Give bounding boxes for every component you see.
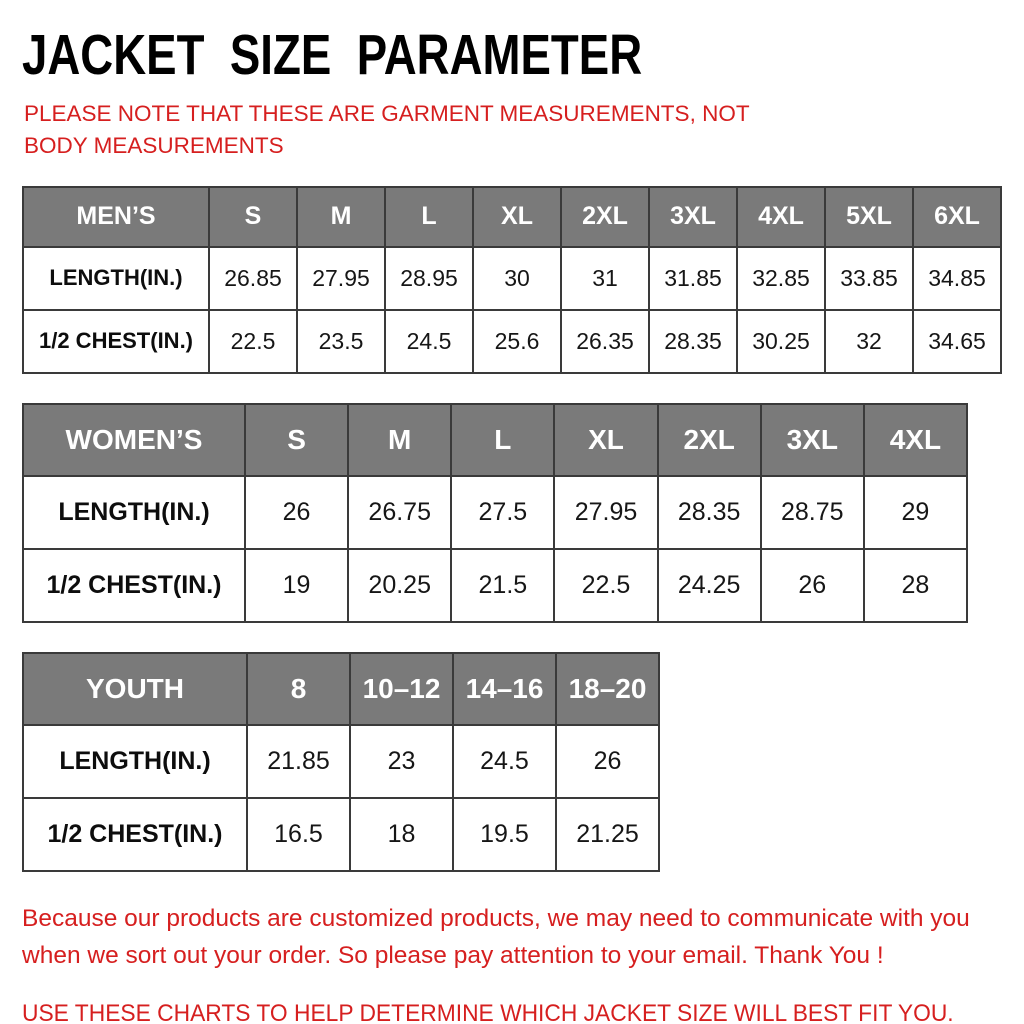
size-column-header: L [384,185,474,248]
size-column-header: S [208,185,298,248]
customization-footer-note: Because our products are customized prod… [22,904,970,969]
measurement-value-cell: 32.85 [736,245,826,311]
size-column-header: 4XL [736,185,826,248]
size-column-header: 2XL [560,185,650,248]
table-row: 1/2 CHEST(IN.) 16.5 18 19.5 21.25 [22,796,660,872]
measurement-value-cell: 33.85 [824,245,914,311]
size-table-mens: MEN’S S M L XL 2XL 3XL 4XL 5XL 6XL LENGTH(IN.) 26.8… [22,185,1002,374]
measurement-value-cell: 26.35 [560,308,650,374]
size-column-header: M [296,185,386,248]
measurement-value-cell: 26.85 [208,245,298,311]
measurement-value-cell: 26 [759,547,865,623]
fit-advice-footer-note: USE THESE CHARTS TO HELP DETERMINE WHICH… [22,1000,954,1024]
size-column-header: 14–16 [452,651,557,726]
measurement-value-cell: 31.85 [648,245,738,311]
size-column-header: M [347,402,453,477]
measurement-value-cell: 34.85 [912,245,1002,311]
measurement-value-cell: 28.35 [656,474,762,550]
size-column-header: 10–12 [349,651,454,726]
size-column-header: XL [472,185,562,248]
measurement-value-cell: 24.25 [656,547,762,623]
youth-table-title: YOUTH [22,651,248,726]
measurement-value-cell: 23.5 [296,308,386,374]
size-column-header: 8 [246,651,351,726]
measurement-value-cell: 22.5 [208,308,298,374]
measurement-value-cell: 16.5 [246,796,351,872]
table-row: LENGTH(IN.) 26 26.75 27.5 27.95 28.35 28.75 29 [22,474,969,550]
measurement-row-label: LENGTH(IN.) [22,474,246,550]
measurement-value-cell: 27.95 [296,245,386,311]
size-column-header: 3XL [648,185,738,248]
size-column-header: L [450,402,556,477]
table-row: 1/2 CHEST(IN.) 19 20.25 21.5 22.5 24.25 26 28 [22,547,969,623]
measurement-value-cell: 28 [862,547,969,623]
measurement-value-cell: 31 [560,245,650,311]
table-row: LENGTH(IN.) 21.85 23 24.5 26 [22,723,660,799]
size-column-header: 5XL [824,185,914,248]
size-column-header: 2XL [656,402,762,477]
size-column-header: S [243,402,350,477]
measurement-value-cell: 28.35 [648,308,738,374]
measurement-value-cell: 21.85 [246,723,351,799]
measurement-value-cell: 30 [472,245,562,311]
table-header-row: YOUTH 8 10–12 14–16 18–20 [22,651,660,726]
size-column-header: XL [553,402,659,477]
womens-table-title: WOMEN’S [22,402,246,477]
measurement-row-label: LENGTH(IN.) [22,245,210,311]
size-column-header: 18–20 [555,651,660,726]
mens-table-title: MEN’S [22,185,210,248]
size-column-header: 6XL [912,185,1002,248]
measurement-value-cell: 19.5 [452,796,557,872]
size-table-youth: YOUTH 8 10–12 14–16 18–20 LENGTH(IN.) 21.85 23 2… [22,651,660,872]
measurement-value-cell: 27.95 [553,474,659,550]
measurement-value-cell: 21.5 [450,547,556,623]
measurement-value-cell: 30.25 [736,308,826,374]
measurement-value-cell: 28.95 [384,245,474,311]
measurement-value-cell: 34.65 [912,308,1002,374]
measurement-value-cell: 20.25 [347,547,453,623]
size-column-header: 4XL [862,402,969,477]
tables-region: MEN’S S M L XL 2XL 3XL 4XL 5XL 6XL LENGTH(IN.) 26.8… [22,185,1010,872]
measurement-value-cell: 19 [243,547,350,623]
measurement-row-label: 1/2 CHEST(IN.) [22,547,246,623]
garment-measurement-note: PLEASE NOTE THAT THESE ARE GARMENT MEASU… [24,101,750,158]
measurement-value-cell: 25.6 [472,308,562,374]
measurement-value-cell: 28.75 [759,474,865,550]
measurement-value-cell: 26.75 [347,474,453,550]
table-row: 1/2 CHEST(IN.) 22.5 23.5 24.5 25.6 26.35 28.35… [22,308,1002,374]
measurement-row-label: 1/2 CHEST(IN.) [22,308,210,374]
table-row: LENGTH(IN.) 26.85 27.95 28.95 30 31 31.85 32.85… [22,245,1002,311]
measurement-value-cell: 29 [862,474,969,550]
measurement-value-cell: 24.5 [452,723,557,799]
table-header-row: WOMEN’S S M L XL 2XL 3XL 4XL [22,402,969,477]
measurement-value-cell: 18 [349,796,454,872]
measurement-value-cell: 27.5 [450,474,556,550]
page-title: JACKET SIZE PARAMETER [22,23,643,87]
measurement-row-label: 1/2 CHEST(IN.) [22,796,248,872]
measurement-value-cell: 26 [555,723,660,799]
size-table-womens: WOMEN’S S M L XL 2XL 3XL 4XL LENGTH(IN.) 26 26.75 2… [22,402,969,623]
measurement-value-cell: 24.5 [384,308,474,374]
measurement-value-cell: 22.5 [553,547,659,623]
measurement-row-label: LENGTH(IN.) [22,723,248,799]
table-header-row: MEN’S S M L XL 2XL 3XL 4XL 5XL 6XL [22,185,1002,248]
measurement-value-cell: 26 [243,474,350,550]
measurement-value-cell: 21.25 [555,796,660,872]
size-column-header: 3XL [759,402,865,477]
measurement-value-cell: 23 [349,723,454,799]
measurement-value-cell: 32 [824,308,914,374]
